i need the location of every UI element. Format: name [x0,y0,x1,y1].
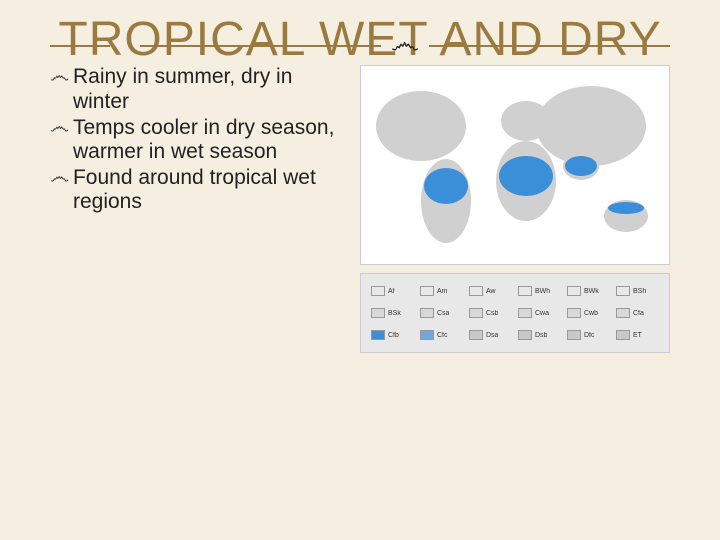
map-svg [361,66,670,265]
legend-swatch [469,308,483,318]
map-legend: Af Am Aw BWh BWk BSh BSk Csa Csb Cwa Cwb Cfa Cfb Cfc D… [360,273,670,353]
legend-entry: Cwb [567,304,610,322]
world-map [360,65,670,265]
bullet-text: Rainy in summer, dry in winter [73,65,350,113]
legend-entry: Aw [469,282,512,300]
legend-entry: BSh [616,282,659,300]
legend-entry: ET [616,326,659,344]
legend-label: Cfc [437,332,448,339]
list-item: ෴ Rainy in summer, dry in winter [50,65,350,113]
legend-label: Cfb [388,332,399,339]
legend-label: Csb [486,310,498,317]
legend-label: Cwa [535,310,549,317]
legend-entry: Cfc [420,326,463,344]
legend-label: BWk [584,288,599,295]
legend-entry: Dsb [518,326,561,344]
legend-entry: BWk [567,282,610,300]
slide: TROPICAL WET AND DRY ෴ ෴ Rainy in summer… [0,0,720,540]
legend-swatch [616,330,630,340]
legend-entry: Af [371,282,414,300]
legend-swatch [616,308,630,318]
legend-label: Dsb [535,332,547,339]
legend-entry: Am [420,282,463,300]
legend-swatch [469,286,483,296]
legend-label: BSh [633,288,646,295]
divider-line-right [429,45,670,47]
legend-label: Am [437,288,448,295]
legend-swatch [518,330,532,340]
legend-entry: Cfa [616,304,659,322]
legend-label: BSk [388,310,401,317]
legend-swatch [567,330,581,340]
legend-label: Dsa [486,332,498,339]
legend-entry: BSk [371,304,414,322]
bullet-icon: ෴ [50,65,69,113]
bullet-icon: ෴ [50,116,69,164]
legend-label: Cwb [584,310,598,317]
legend-entry: Dsa [469,326,512,344]
title-divider: ෴ [50,45,670,47]
legend-label: Cfa [633,310,644,317]
legend-swatch [420,330,434,340]
legend-swatch [420,286,434,296]
list-item: ෴ Temps cooler in dry season, warmer in … [50,116,350,164]
legend-swatch [469,330,483,340]
list-item: ෴ Found around tropical wet regions [50,166,350,214]
legend-swatch [518,286,532,296]
legend-swatch [567,308,581,318]
map-column: Af Am Aw BWh BWk BSh BSk Csa Csb Cwa Cwb Cfa Cfb Cfc D… [360,65,670,353]
legend-swatch [420,308,434,318]
bullet-text: Temps cooler in dry season, warmer in we… [73,116,350,164]
legend-label: Csa [437,310,449,317]
bullet-text: Found around tropical wet regions [73,166,350,214]
legend-label: BWh [535,288,550,295]
legend-swatch [371,330,385,340]
legend-swatch [616,286,630,296]
legend-swatch [371,308,385,318]
divider-line-left2 [140,45,381,47]
slide-title: TROPICAL WET AND DRY [50,15,670,65]
legend-entry: Dfc [567,326,610,344]
bullet-icon: ෴ [50,166,69,214]
legend-label: Dfc [584,332,595,339]
legend-entry: Cwa [518,304,561,322]
bullet-list: ෴ Rainy in summer, dry in winter ෴ Temps… [50,65,350,353]
legend-entry: Cfb [371,326,414,344]
legend-swatch [371,286,385,296]
legend-entry: Csa [420,304,463,322]
legend-entry: Csb [469,304,512,322]
divider-line-left [50,45,110,47]
content-row: ෴ Rainy in summer, dry in winter ෴ Temps… [50,65,670,353]
legend-swatch [518,308,532,318]
legend-label: ET [633,332,642,339]
legend-swatch [567,286,581,296]
legend-entry: BWh [518,282,561,300]
legend-label: Af [388,288,395,295]
legend-label: Aw [486,288,496,295]
